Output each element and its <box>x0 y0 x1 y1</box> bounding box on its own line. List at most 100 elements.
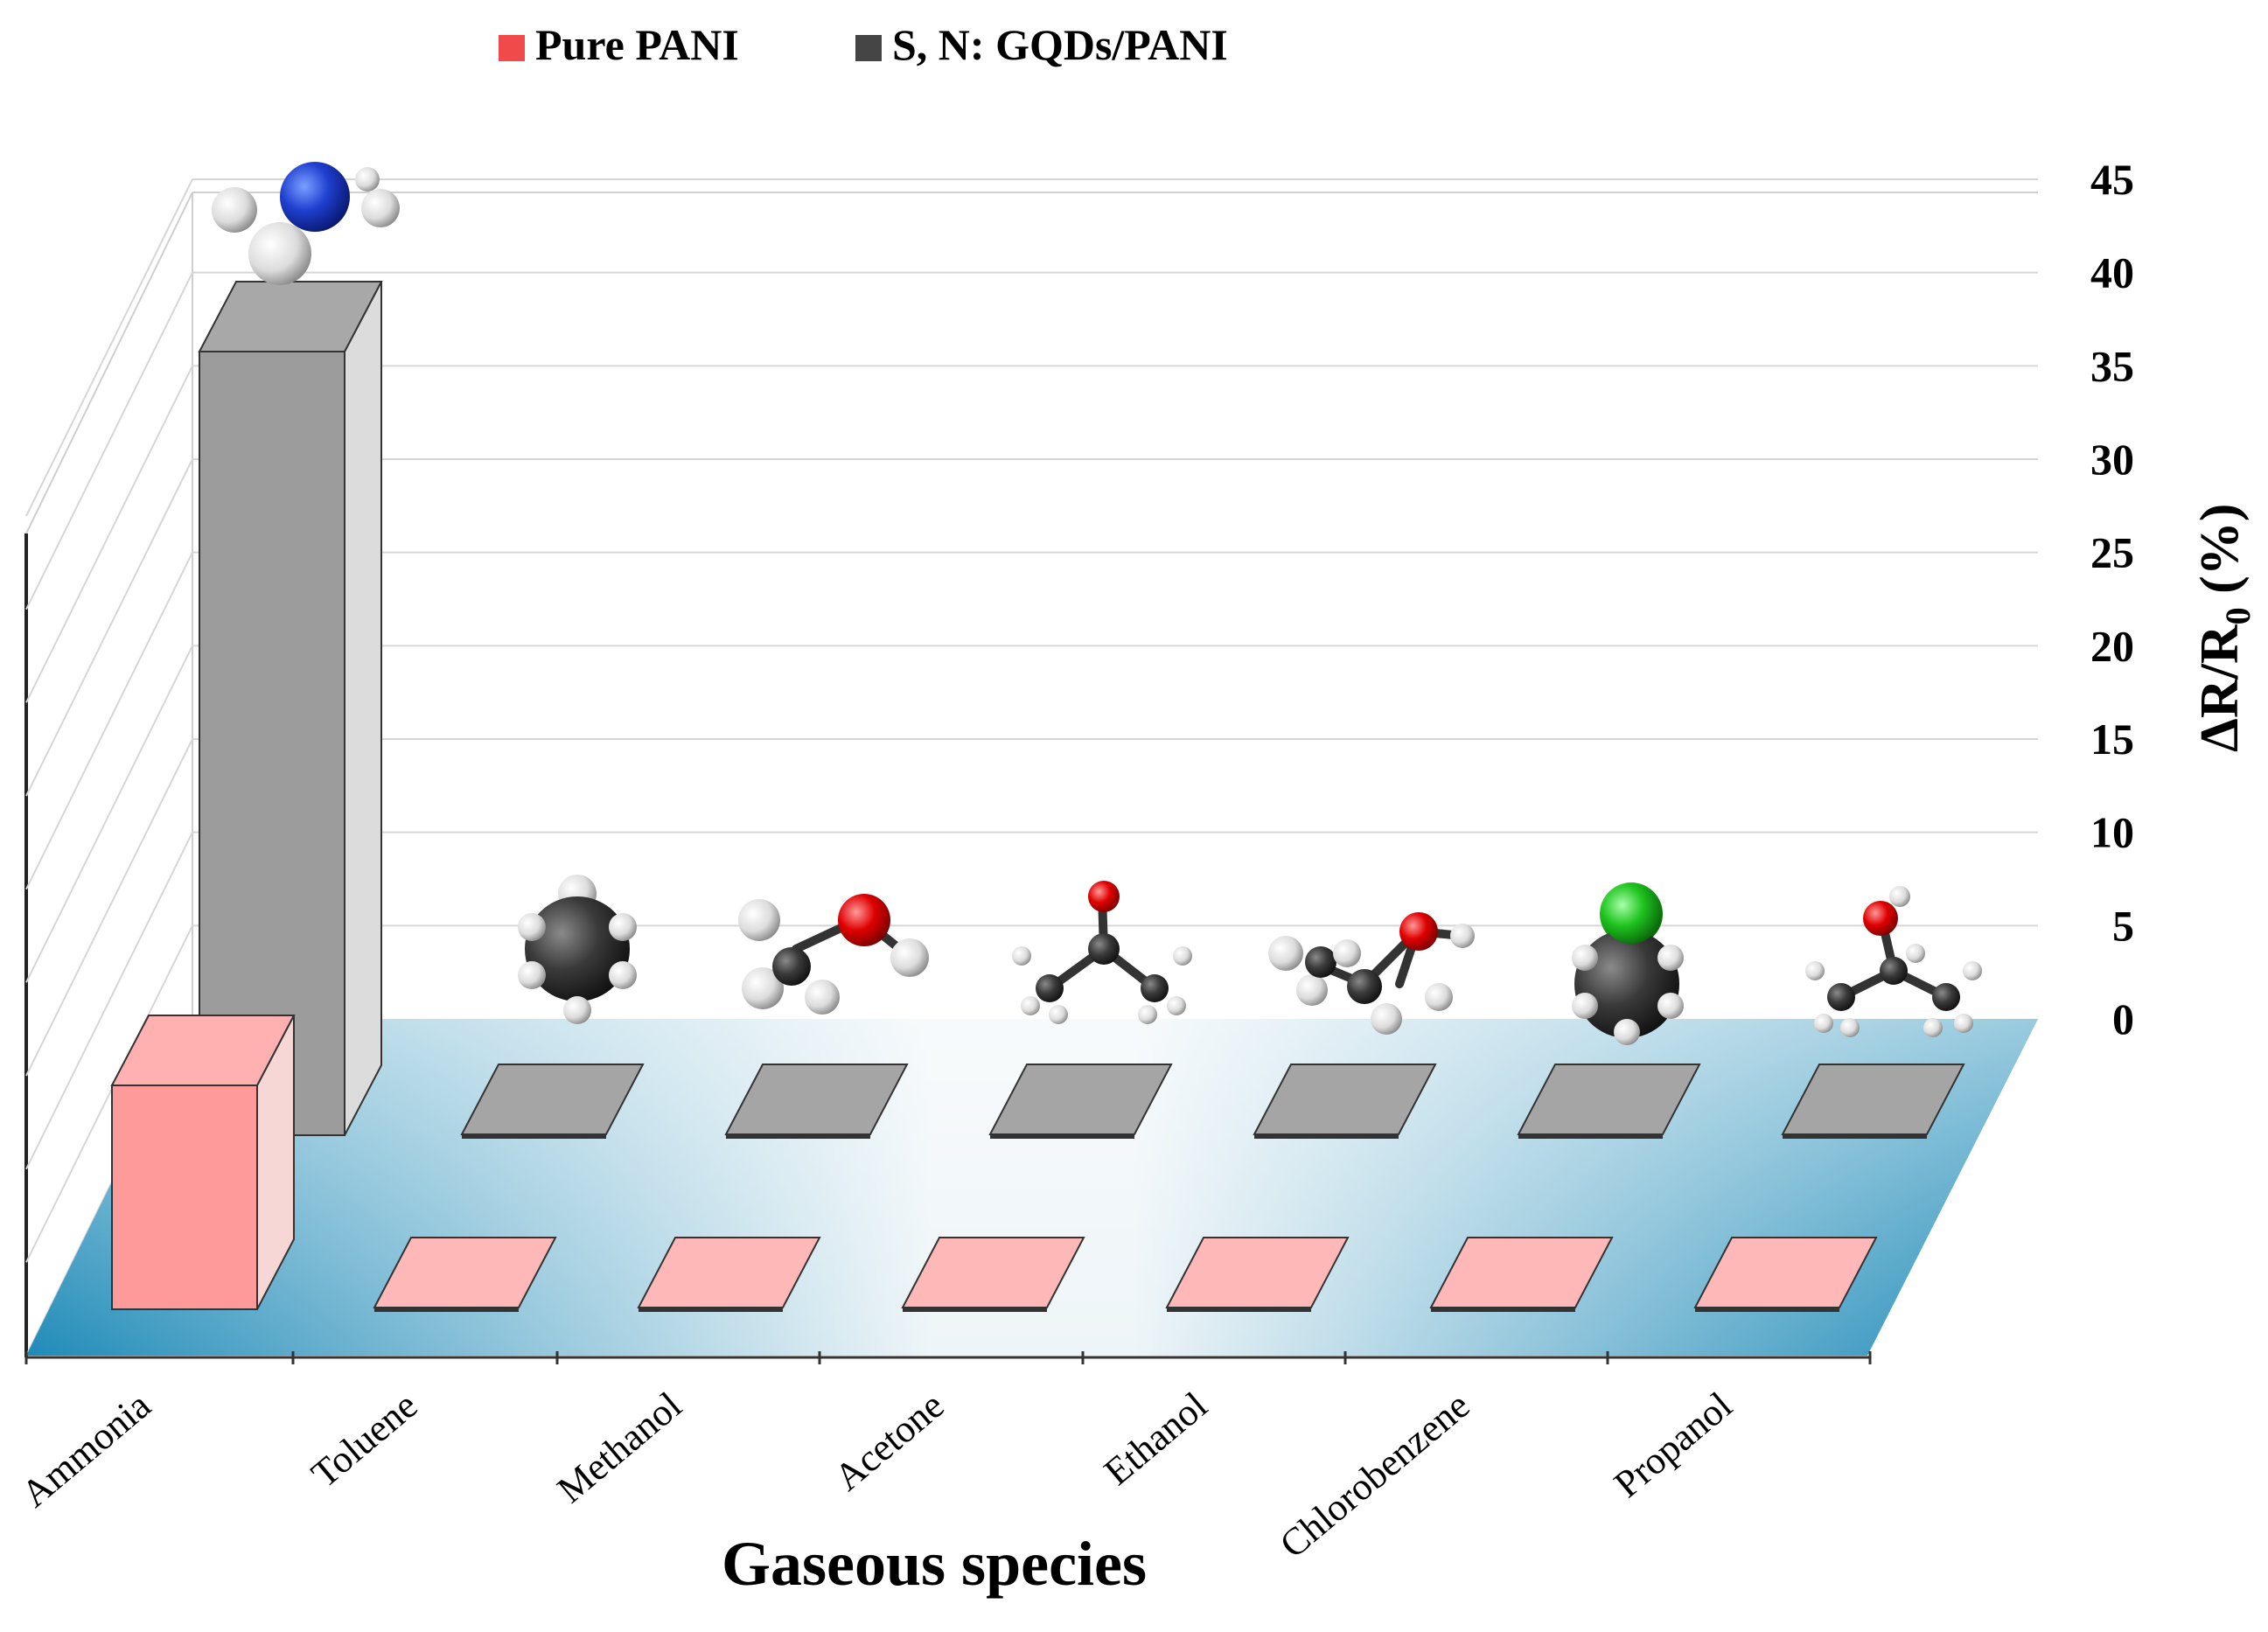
atom <box>1036 974 1064 1002</box>
atom <box>1880 957 1908 985</box>
y-tick-label: 10 <box>2090 808 2134 857</box>
x-tick-label: Ammonia <box>13 1384 158 1516</box>
atom <box>1049 1005 1068 1024</box>
bar-sn-gqds-pani-toluene <box>460 1064 645 1139</box>
bar-pure-pani-ammonia <box>110 1015 296 1310</box>
x-tick-label: Toluene <box>304 1384 426 1496</box>
side-gridline <box>25 738 193 1077</box>
molecule-propanol-icon <box>1805 886 1982 1037</box>
bar-sn-gqds-pani-chlorobenzene-top-face <box>1517 1064 1701 1135</box>
molecule-ethanol-icon <box>1268 912 1475 1035</box>
gridlines <box>25 178 2038 1357</box>
atom <box>361 189 400 227</box>
atom <box>1614 1019 1640 1045</box>
molecule-chlorobenzene-icon <box>1572 882 1684 1045</box>
atom <box>1268 936 1303 971</box>
y-axis: 0 5 10 15 20 25 30 35 40 45 <box>2090 155 2134 1043</box>
atom <box>212 187 257 233</box>
x-tick-label: Chlorobenzene <box>1272 1384 1478 1566</box>
atom <box>1450 924 1475 948</box>
atom <box>1827 983 1855 1011</box>
y-tick-label: 0 <box>2112 994 2134 1043</box>
atom <box>805 980 840 1015</box>
atom <box>1932 983 1960 1011</box>
side-gridline <box>25 178 193 517</box>
side-gridline <box>25 832 193 1170</box>
bar-sn-gqds-pani-methanol <box>724 1064 909 1139</box>
x-tick-label: Methanol <box>549 1384 690 1511</box>
atom <box>1399 912 1438 951</box>
atom <box>1572 993 1598 1019</box>
bar-pure-pani-toluene <box>373 1237 557 1312</box>
y-tick-label: 25 <box>2090 528 2134 577</box>
bar-pure-pani-methanol-top-face <box>637 1237 821 1308</box>
atom <box>1923 1018 1943 1037</box>
ring <box>1574 930 1679 1038</box>
side-gridline <box>25 458 193 797</box>
atom <box>1167 996 1186 1015</box>
y-axis-label: ΔR/R0 (%) <box>2190 504 2258 752</box>
atom <box>248 222 311 285</box>
atom <box>1333 939 1361 967</box>
side-gridline <box>25 645 193 983</box>
x-tick-label: Propanol <box>1606 1384 1740 1506</box>
atom <box>772 947 811 986</box>
molecule-icons <box>212 162 1982 1045</box>
x-axis-label: Gaseous species <box>722 1529 1147 1599</box>
ring <box>525 896 630 1001</box>
y-tick-label: 15 <box>2090 715 2134 764</box>
y-tick-label: 40 <box>2090 248 2134 297</box>
bar-sn-gqds-pani-ethanol <box>1253 1064 1437 1139</box>
bar-sn-gqds-pani-ammonia <box>198 281 383 1136</box>
atom <box>1572 945 1598 971</box>
bar-pure-pani-chlorobenzene <box>1429 1237 1614 1312</box>
atom <box>1657 993 1684 1019</box>
atom <box>280 162 350 232</box>
bar-pure-pani-ethanol-top-face <box>1165 1237 1350 1308</box>
atom <box>1963 961 1982 980</box>
atom <box>742 967 784 1009</box>
bar-sn-gqds-pani-propanol <box>1781 1064 1965 1139</box>
atom <box>1347 969 1382 1004</box>
side-gridline <box>25 365 193 703</box>
y-tick-label: 20 <box>2090 621 2134 670</box>
atom <box>1889 886 1910 907</box>
atom <box>1173 946 1192 966</box>
atom <box>890 938 929 977</box>
bar-pure-pani-propanol-top-face <box>1693 1237 1878 1308</box>
side-gridline <box>25 552 193 890</box>
bar-pure-pani-toluene-top-face <box>373 1237 557 1308</box>
bar-sn-gqds-pani-methanol-top-face <box>724 1064 909 1135</box>
atom <box>1305 946 1336 978</box>
legend-label-sn-gqds-pani: S, N: GQDs/PANI <box>892 20 1228 69</box>
bar-pure-pani-ammonia-front-face <box>111 1085 258 1310</box>
atom <box>1805 961 1825 980</box>
atom <box>563 996 591 1024</box>
atom <box>1088 881 1120 912</box>
y-tick-label: 35 <box>2090 341 2134 390</box>
legend-swatch-sn-gqds-pani <box>855 35 882 61</box>
bar-sn-gqds-pani-ammonia-side-face <box>344 281 382 1136</box>
atom <box>1012 946 1031 966</box>
atom <box>1814 1014 1833 1033</box>
atom <box>1906 944 1925 963</box>
bar-sn-gqds-pani-acetone <box>988 1064 1173 1139</box>
molecule-toluene-icon <box>518 875 637 1024</box>
side-gridline <box>25 272 193 610</box>
molecule-methanol-icon <box>738 894 929 1015</box>
atom <box>1425 983 1453 1011</box>
atom <box>1657 945 1684 971</box>
side-gridline <box>25 924 193 1263</box>
bars-series-sn-gqds-pani <box>198 281 1965 1139</box>
y-axis-label-subscript: 0 <box>2218 607 2258 624</box>
bar-pure-pani-ethanol <box>1165 1237 1350 1312</box>
atom <box>518 913 546 941</box>
bar-pure-pani-acetone-top-face <box>901 1237 1085 1308</box>
legend-swatch-pure-pani <box>499 35 525 61</box>
atom <box>518 961 546 989</box>
legend: Pure PANI S, N: GQDs/PANI <box>499 20 1228 69</box>
atom <box>1371 1003 1402 1035</box>
atom <box>1602 884 1661 944</box>
y-tick-label: 30 <box>2090 435 2134 484</box>
